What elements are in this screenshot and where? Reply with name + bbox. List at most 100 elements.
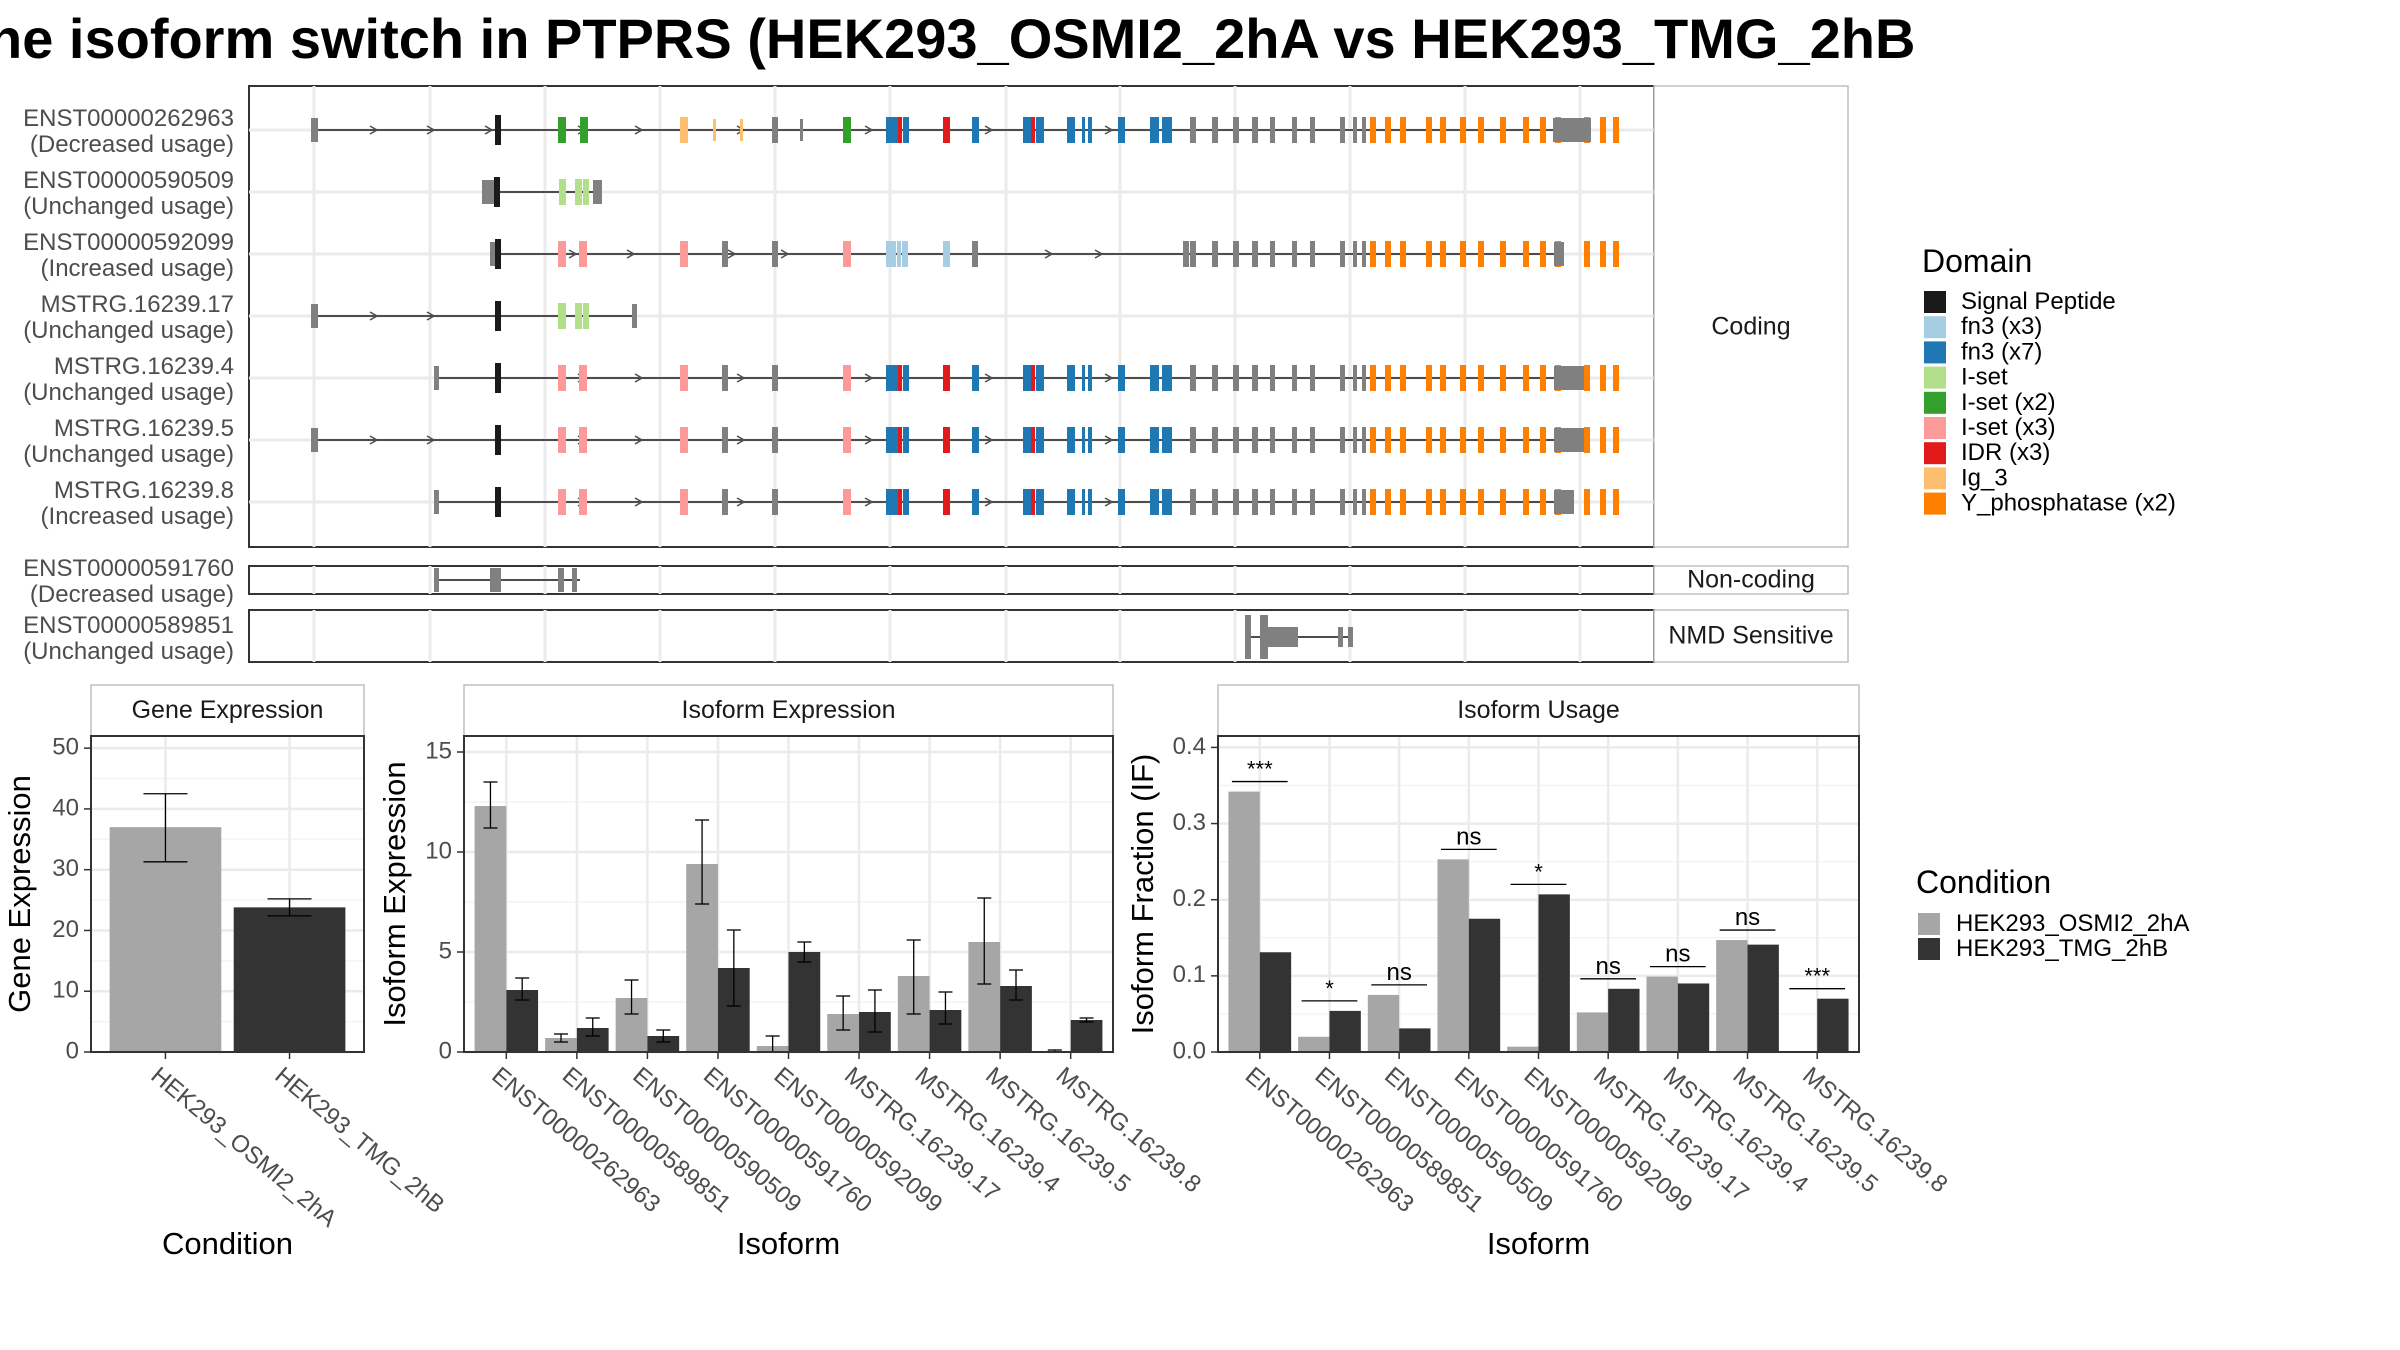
exon-block <box>490 568 501 592</box>
exon-block <box>972 427 979 453</box>
bar <box>1329 1010 1361 1052</box>
exon-block <box>1162 427 1172 453</box>
exon-block <box>1584 489 1590 515</box>
exon-block <box>495 301 501 331</box>
exon-block <box>593 180 602 204</box>
exon-block <box>1613 427 1619 453</box>
transcript-id-label: ENST00000591760 <box>23 555 234 582</box>
exon-block <box>1600 365 1606 391</box>
y-tick-label: 0 <box>439 1037 452 1064</box>
x-axis-title: Condition <box>162 1226 293 1261</box>
strand-arrow <box>864 497 874 507</box>
exon-block <box>1600 427 1606 453</box>
exon-block <box>495 425 501 455</box>
exon-block <box>558 568 564 592</box>
strand-arrow <box>984 435 994 445</box>
transcript-id-label: ENST00000262963 <box>23 105 234 132</box>
exon-block <box>1270 117 1275 143</box>
transcript-usage-label: (Unchanged usage) <box>23 638 234 665</box>
exon-block <box>1370 427 1376 453</box>
domain-legend-swatch <box>1924 442 1946 465</box>
exon-block <box>1036 489 1044 515</box>
significance-label: * <box>1534 859 1543 884</box>
panel-strip <box>463 684 1114 737</box>
x-axis-title: Isoform <box>737 1226 840 1261</box>
exon-block <box>575 303 582 329</box>
exon-block <box>579 241 587 267</box>
exon-block <box>1400 489 1406 515</box>
exon-block <box>898 117 902 143</box>
exon-block <box>1353 489 1357 515</box>
y-tick-label: 0.2 <box>1173 885 1206 912</box>
strand-arrow <box>1104 435 1114 445</box>
figure-title: he isoform switch in PTPRS (HEK293_OSMI2… <box>0 7 1916 70</box>
exon-block <box>559 179 566 205</box>
exon-block <box>1082 427 1085 453</box>
exon-block <box>558 241 566 267</box>
exon-block <box>1362 427 1366 453</box>
exon-block <box>972 489 979 515</box>
exon-block <box>434 366 439 390</box>
exon-block <box>1270 241 1275 267</box>
exon-block <box>1353 365 1357 391</box>
exon-block <box>1426 427 1432 453</box>
exon-block <box>1150 427 1159 453</box>
bar <box>1468 918 1501 1052</box>
exon-block <box>1292 117 1297 143</box>
domain-legend-swatch <box>1924 417 1946 439</box>
exon-block <box>434 490 439 514</box>
condition-legend-title: Condition <box>1916 864 2051 900</box>
exon-block <box>1584 241 1590 267</box>
exon-block <box>1400 365 1406 391</box>
exon-block <box>1584 427 1590 453</box>
y-tick-label: 0 <box>66 1037 79 1064</box>
bar <box>474 806 507 1052</box>
exon-block <box>1252 117 1258 143</box>
exon-block <box>843 365 851 391</box>
bar <box>647 1036 680 1052</box>
y-tick-label: 20 <box>52 916 79 943</box>
exon-block <box>1348 627 1353 647</box>
exon-block <box>943 427 950 453</box>
exon-block <box>1088 365 1092 391</box>
exon-block <box>1233 241 1239 267</box>
exon-block <box>1554 428 1584 452</box>
bar <box>1367 994 1400 1052</box>
exon-block <box>843 427 851 453</box>
y-axis-title: Gene Expression <box>2 775 37 1013</box>
bar <box>1576 1012 1609 1052</box>
transcript-id-label: ENST00000592099 <box>23 229 234 256</box>
exon-block <box>1353 117 1357 143</box>
bar <box>1538 894 1570 1052</box>
exon-block <box>1067 117 1075 143</box>
transcript-usage-label: (Unchanged usage) <box>23 317 234 344</box>
exon-block <box>1270 427 1275 453</box>
exon-block <box>1440 117 1446 143</box>
strand-arrow <box>727 249 737 259</box>
panel-title: Isoform Expression <box>682 696 896 724</box>
exon-block <box>1400 117 1406 143</box>
domain-legend-label: I-set (x2) <box>1961 389 2056 416</box>
condition-legend-swatch <box>1918 938 1940 960</box>
exon-block <box>495 239 501 269</box>
exon-block <box>1440 365 1446 391</box>
significance-label: ns <box>1595 953 1620 980</box>
significance-label: ns <box>1735 904 1760 931</box>
strand-arrow <box>626 249 636 259</box>
strand-arrow <box>634 125 644 135</box>
bar <box>1228 791 1260 1052</box>
exon-block <box>1310 427 1315 453</box>
condition-legend-label: HEK293_OSMI2_2hA <box>1956 910 2189 937</box>
domain-legend-swatch <box>1924 291 1946 313</box>
domain-legend-label: I-set (x3) <box>1961 414 2056 441</box>
exon-block <box>1385 365 1391 391</box>
exon-block <box>1233 117 1239 143</box>
domain-legend-label: fn3 (x7) <box>1961 338 2042 365</box>
exon-block <box>1554 366 1584 390</box>
strand-arrow <box>634 435 644 445</box>
strand-arrow <box>1044 249 1054 259</box>
exon-block <box>903 117 909 143</box>
exon-block <box>1036 427 1044 453</box>
exon-block <box>903 489 909 515</box>
domain-legend-label: Y_phosphatase (x2) <box>1961 490 2176 517</box>
